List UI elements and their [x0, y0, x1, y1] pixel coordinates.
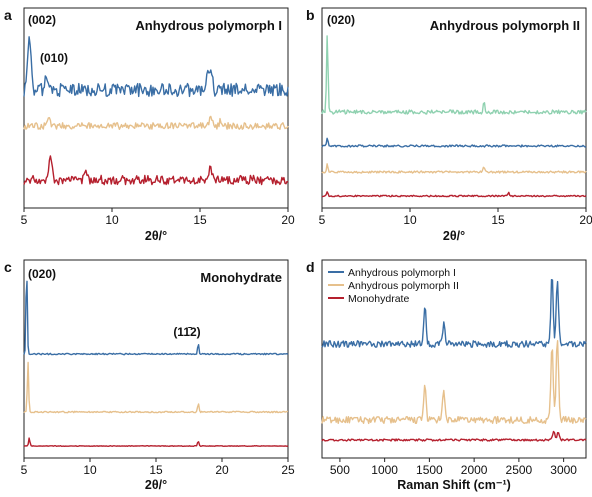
- peak-label-010: (010): [40, 51, 68, 65]
- panel-a-frame: [23, 7, 289, 209]
- panel-c-ticks: 5 10 15 20 25: [21, 458, 295, 477]
- panel-c-series-0: [23, 280, 289, 356]
- panel-d-frame: [321, 259, 587, 459]
- panel-d-tick-label-2: 1500: [416, 463, 443, 477]
- panel-b-tick-label-3: 20: [579, 213, 592, 227]
- panel-c-series-1: [23, 361, 289, 414]
- panel-a-letter: a: [4, 7, 12, 23]
- panel-d-tick-label-4: 2500: [506, 463, 533, 477]
- legend-label-1: Anhydrous polymorph II: [348, 280, 459, 292]
- panel-c-tick-label-1: 10: [83, 463, 97, 477]
- panel-d-ticks: 500 1000 1500 2000 2500 3000: [330, 458, 577, 477]
- panel-a-tick-label-0: 5: [21, 213, 28, 227]
- panel-c-tick-label-0: 5: [21, 463, 28, 477]
- panel-b-series-3: [321, 191, 587, 198]
- panel-b-frame: [321, 7, 587, 209]
- panel-c-letter: c: [4, 259, 12, 275]
- legend-label-0: Anhydrous polymorph I: [348, 267, 456, 279]
- panel-d-letter: d: [306, 259, 315, 275]
- panel-b-ticks: 5 10 15 20: [319, 208, 592, 227]
- panel-b-series-1: [321, 137, 587, 148]
- panel-c-tick-label-3: 20: [215, 463, 229, 477]
- panel-a-title: Anhydrous polymorph I: [135, 18, 282, 33]
- panel-a-tick-label-2: 15: [193, 213, 207, 227]
- peak-label-020-b: (020): [327, 13, 355, 27]
- panel-a-xlabel: 2θ/°: [145, 229, 167, 243]
- panel-b-series-0: [321, 35, 587, 115]
- panel-c-title: Monohydrate: [200, 270, 282, 285]
- panel-a-series-0: [23, 36, 289, 98]
- panel-a-ticks: 5 10 15 20: [21, 208, 295, 227]
- panel-d-series: [321, 279, 587, 442]
- panel-b-tick-label-2: 15: [491, 213, 505, 227]
- peak-label-112: (11̄2): [173, 325, 200, 339]
- panel-a-tick-label-3: 20: [281, 213, 295, 227]
- panel-b-tick-label-0: 5: [319, 213, 326, 227]
- panel-c-tick-label-4: 25: [281, 463, 295, 477]
- panel-a-tick-label-1: 10: [105, 213, 119, 227]
- panel-b-series-2: [321, 163, 587, 174]
- panel-d-tick-label-5: 3000: [550, 463, 577, 477]
- panel-b-xlabel: 2θ/°: [443, 229, 465, 243]
- panel-d-tick-label-1: 1000: [371, 463, 398, 477]
- panel-a-series-1: [23, 115, 289, 131]
- peak-label-020-c: (020): [28, 267, 56, 281]
- panel-c-frame: [23, 259, 289, 459]
- panel-d-series-2: [321, 430, 587, 442]
- panel-b-tick-label-1: 10: [403, 213, 417, 227]
- panel-a: a Anhydrous polymorph I (002) (010) 5 10 1…: [4, 7, 295, 243]
- panel-d-series-0: [321, 279, 587, 348]
- panel-c-series-2: [23, 437, 289, 447]
- panel-b: b Anhydrous polymorph II (020) 5 10 15 20 2…: [306, 7, 592, 243]
- panel-d-tick-label-3: 2000: [461, 463, 488, 477]
- panel-a-series-2: [23, 155, 289, 186]
- panel-d-xlabel: Raman Shift (cm⁻¹): [397, 478, 511, 492]
- panel-d-series-1: [321, 340, 587, 425]
- panel-c-series: [23, 280, 289, 447]
- panel-a-series: [23, 36, 289, 186]
- panel-c-xlabel: 2θ/°: [145, 478, 167, 492]
- panel-b-series: [321, 35, 587, 198]
- legend-label-2: Monohydrate: [348, 293, 409, 305]
- panel-b-title: Anhydrous polymorph II: [430, 18, 580, 33]
- panel-c-tick-label-2: 15: [149, 463, 163, 477]
- peak-label-002: (002): [28, 13, 56, 27]
- panel-b-letter: b: [306, 7, 315, 23]
- panel-d-tick-label-0: 500: [330, 463, 350, 477]
- panel-c: c Monohydrate (020) (11̄2) 5 10 15 20 25 2θ/…: [4, 259, 295, 492]
